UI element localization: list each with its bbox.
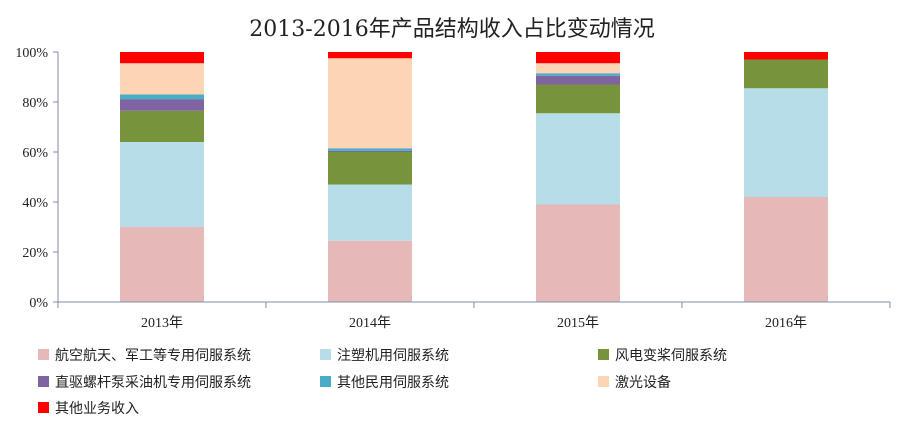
legend-label: 航空航天、军工等专用伺服系统 [55, 347, 251, 364]
bar-segment-2-5 [328, 148, 412, 151]
x-tick-label: 2016年 [765, 315, 807, 331]
legend-label: 激光设备 [615, 374, 671, 391]
legend-swatch [38, 349, 49, 360]
bar-segment-3-6 [536, 63, 620, 74]
bar-segment-3-4 [536, 75, 620, 85]
bar-segment-2-3 [328, 152, 412, 185]
legend-label: 风电变桨伺服系统 [615, 347, 727, 364]
bar-segment-4-1 [744, 197, 828, 302]
bar-segment-2-2 [328, 184, 412, 241]
legend-swatch [320, 349, 331, 360]
legend-swatch [598, 349, 609, 360]
legend-swatch [38, 376, 49, 387]
legend-label: 其他业务收入 [55, 401, 139, 417]
bar-segment-4-7 [744, 52, 828, 60]
y-tick-label: 80% [22, 96, 48, 111]
bar-segment-1-5 [120, 94, 204, 100]
legend: 航空航天、军工等专用伺服系统 注塑机用伺服系统 风电变桨伺服系统直驱螺杆泵采油机专用… [38, 347, 727, 417]
chart-title: 2013-2016年产品结构收入占比变动情况 [249, 17, 654, 42]
legend-label: 其他民用伺服系统 [337, 375, 449, 391]
bar-segment-3-3 [536, 84, 620, 114]
legend-label: 注塑机用伺服系统 [337, 348, 449, 364]
bar-segment-2-4 [328, 150, 412, 152]
x-tick-label: 2013年 [141, 315, 183, 331]
bar-area [120, 52, 828, 302]
bar-segment-4-3 [744, 59, 828, 89]
bar-segment-4-2 [744, 88, 828, 197]
bar-segment-1-3 [120, 110, 204, 142]
bar-segment-3-1 [536, 204, 620, 302]
bar-segment-3-5 [536, 73, 620, 76]
bar-segment-3-2 [536, 113, 620, 205]
bar-segment-3-7 [536, 52, 620, 64]
y-tick-label: 40% [22, 196, 48, 211]
bar-segment-1-2 [120, 142, 204, 227]
y-tick-label: 20% [22, 246, 48, 261]
x-tick-label: 2015年 [557, 315, 599, 331]
x-tick-label: 2014年 [349, 315, 391, 331]
legend-swatch [598, 376, 609, 387]
bar-segment-1-6 [120, 63, 204, 95]
bar-segment-1-1 [120, 227, 204, 302]
bar-segment-2-6 [328, 58, 412, 149]
bar-segment-1-4 [120, 99, 204, 111]
bar-segment-2-1 [328, 240, 412, 302]
axes: 0% 20% 40% 60% 80% 100% 2013年 2014年 2015年 2016年 [15, 46, 891, 331]
bar-segment-1-7 [120, 52, 204, 64]
legend-swatch [320, 376, 331, 387]
y-tick-label: 0% [29, 296, 48, 311]
legend-swatch [38, 402, 49, 413]
y-tick-label: 100% [15, 46, 48, 61]
legend-label: 直驱螺杆泵采油机专用伺服系统 [55, 374, 251, 391]
y-tick-label: 60% [22, 146, 48, 161]
bar-segment-2-7 [328, 52, 412, 59]
